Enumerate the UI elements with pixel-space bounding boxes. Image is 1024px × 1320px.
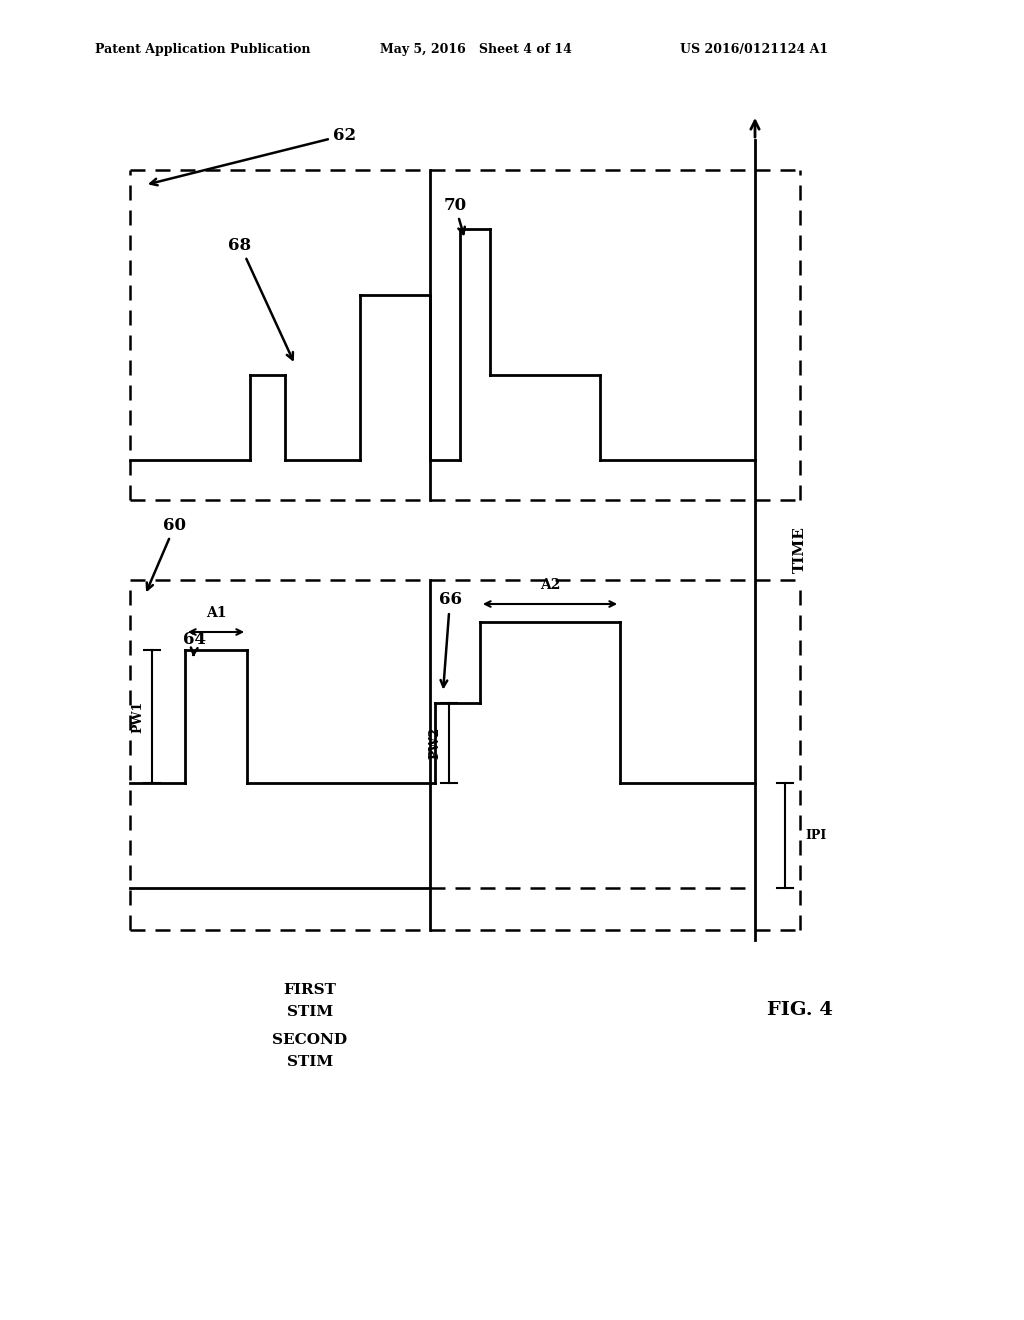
Text: A2: A2 bbox=[540, 578, 560, 591]
Text: PW1: PW1 bbox=[131, 701, 144, 733]
Text: 60: 60 bbox=[146, 516, 186, 590]
Text: 68: 68 bbox=[228, 236, 293, 359]
Text: FIRST: FIRST bbox=[284, 983, 337, 997]
Text: 70: 70 bbox=[443, 197, 467, 234]
Text: SECOND: SECOND bbox=[272, 1034, 347, 1047]
Text: IPI: IPI bbox=[805, 829, 826, 842]
Text: 66: 66 bbox=[438, 591, 462, 686]
Text: A1: A1 bbox=[206, 606, 226, 620]
Text: 62: 62 bbox=[151, 127, 356, 185]
Text: May 5, 2016   Sheet 4 of 14: May 5, 2016 Sheet 4 of 14 bbox=[380, 44, 571, 57]
Text: STIM: STIM bbox=[287, 1005, 333, 1019]
Text: TIME: TIME bbox=[793, 527, 807, 573]
Text: STIM: STIM bbox=[287, 1055, 333, 1069]
Text: PW2: PW2 bbox=[428, 726, 441, 759]
Text: 64: 64 bbox=[183, 631, 207, 655]
Text: US 2016/0121124 A1: US 2016/0121124 A1 bbox=[680, 44, 828, 57]
Text: FIG. 4: FIG. 4 bbox=[767, 1001, 833, 1019]
Text: Patent Application Publication: Patent Application Publication bbox=[95, 44, 310, 57]
